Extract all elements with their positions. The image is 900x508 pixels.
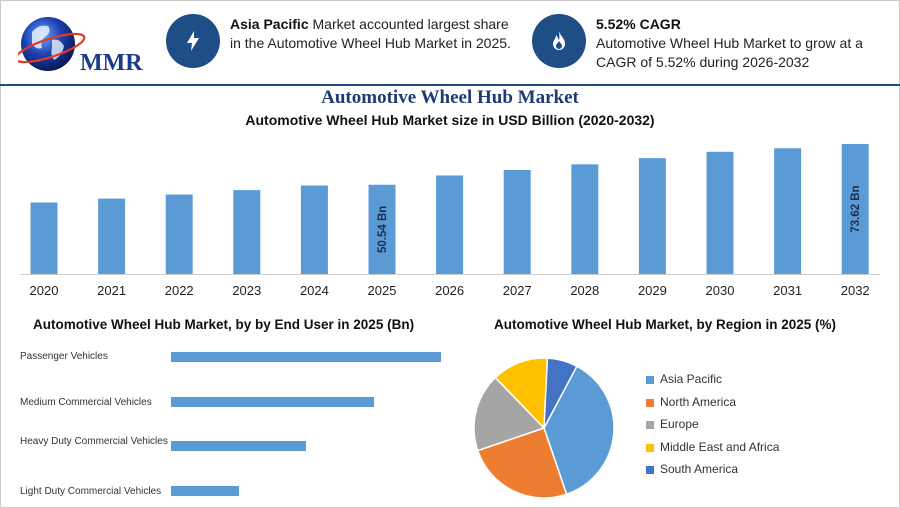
logo-text: MMR <box>80 50 143 76</box>
end-user-bar-light-duty-commercial-vehicles <box>171 486 239 496</box>
bar-2023 <box>233 190 261 274</box>
region-chart-title: Automotive Wheel Hub Market, by Region i… <box>494 317 837 332</box>
bar-2026 <box>436 175 464 274</box>
legend-swatch-south-america <box>646 466 654 474</box>
legend-swatch-north-america <box>646 399 654 407</box>
x-tick-2024: 2024 <box>300 283 329 298</box>
pie-slice-middle-east-and-africa <box>494 358 549 430</box>
legend-swatch-asia-pacific <box>646 376 654 384</box>
mmr-logo: MMR <box>14 10 143 78</box>
lightning-icon <box>187 31 199 51</box>
main-title: Automotive Wheel Hub Market <box>321 87 579 108</box>
pie-slice-south-america <box>543 358 578 429</box>
header: MMR Asia Pacific Market accounted larges… <box>0 0 900 84</box>
end-user-label-medium-commercial-vehicles: Medium Commercial Vehicles <box>20 397 152 408</box>
end-user-bar-heavy-duty-commercial-vehicles <box>171 441 306 451</box>
header-divider <box>0 84 900 86</box>
pie-slice-europe <box>473 376 546 452</box>
bar-2030 <box>706 151 734 274</box>
legend-label-north-america: North America <box>660 395 737 409</box>
bar-chart-title: Automotive Wheel Hub Market size in USD … <box>245 112 655 128</box>
x-tick-2023: 2023 <box>232 283 261 298</box>
bar-2032 <box>841 144 869 274</box>
legend-swatch-europe <box>646 421 654 429</box>
end-user-chart-title: Automotive Wheel Hub Market, by by End U… <box>33 317 415 332</box>
x-tick-2030: 2030 <box>706 283 735 298</box>
bar-2031 <box>774 148 802 274</box>
x-tick-2027: 2027 <box>503 283 532 298</box>
end-user-bar-medium-commercial-vehicles <box>171 397 374 407</box>
globe-icon <box>14 17 86 71</box>
bar-2028 <box>571 164 599 274</box>
highlight-2-text: Automotive Wheel Hub Market to grow at a… <box>596 35 863 70</box>
legend-label-europe: Europe <box>660 417 699 431</box>
x-tick-2031: 2031 <box>773 283 802 298</box>
legend-swatch-middle-east-and-africa <box>646 444 654 452</box>
data-label-2032: 73.62 Bn <box>850 185 862 232</box>
bar-2025 <box>368 184 396 274</box>
x-tick-2029: 2029 <box>638 283 667 298</box>
bar-2022 <box>165 194 193 274</box>
x-tick-2028: 2028 <box>570 283 599 298</box>
end-user-label-light-duty-commercial-vehicles: Light Duty Commercial Vehicles <box>20 486 162 497</box>
end-user-label-heavy-duty-commercial-vehicles: Heavy Duty Commercial Vehicles <box>20 436 168 447</box>
legend-label-south-america: South America <box>660 462 739 476</box>
legend-label-middle-east-and-africa: Middle East and Africa <box>660 440 780 454</box>
x-tick-2026: 2026 <box>435 283 464 298</box>
x-tick-2022: 2022 <box>165 283 194 298</box>
legend-label-asia-pacific: Asia Pacific <box>660 372 723 386</box>
x-tick-2032: 2032 <box>841 283 870 298</box>
bar-2029 <box>638 158 666 274</box>
bar-2020 <box>30 202 58 274</box>
flame-icon <box>553 31 565 50</box>
bar-2027 <box>503 169 531 274</box>
highlight-1-text: Market accounted largest share in the Au… <box>230 16 511 51</box>
pie-slice-north-america <box>476 427 568 498</box>
end-user-label-passenger-vehicles: Passenger Vehicles <box>20 351 108 362</box>
data-label-2025: 50.54 Bn <box>377 206 389 253</box>
highlight-2-bold: 5.52% CAGR <box>596 16 681 32</box>
x-tick-2020: 2020 <box>30 283 59 298</box>
bar-2021 <box>98 198 126 274</box>
lightning-badge <box>166 14 220 68</box>
bar-2024 <box>300 185 328 274</box>
pie-slice-asia-pacific <box>543 365 615 496</box>
highlight-asia-pacific: Asia Pacific Market accounted largest sh… <box>230 15 522 53</box>
highlight-1-bold: Asia Pacific <box>230 16 309 32</box>
x-tick-2025: 2025 <box>368 283 397 298</box>
market-size-bar-chart: 2020 2021 2022 2023 2024 2025 50.54 Bn 2026 2027… <box>20 144 880 298</box>
region-pie-chart <box>473 358 615 498</box>
highlight-cagr: 5.52% CAGR Automotive Wheel Hub Market t… <box>596 15 886 72</box>
x-tick-2021: 2021 <box>97 283 126 298</box>
end-user-bar-passenger-vehicles <box>171 352 441 362</box>
flame-badge <box>532 14 586 68</box>
